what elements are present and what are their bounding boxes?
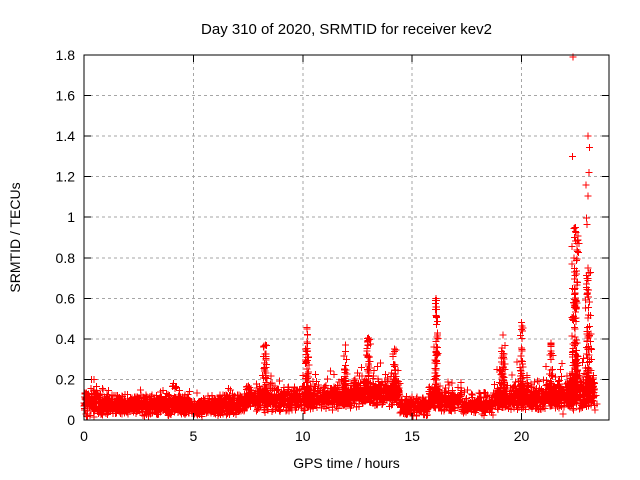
y-tick-label: 1.6	[56, 88, 76, 104]
y-tick-label: 0.4	[56, 331, 76, 347]
x-tick-label: 10	[295, 428, 311, 444]
chart-title: Day 310 of 2020, SRMTID for receiver kev…	[201, 21, 492, 38]
data-points	[80, 53, 601, 421]
y-tick-label: 1.4	[56, 128, 76, 144]
tick-labels-layer: 0 5 10 15 20 0 0.2 0.4 0.6 0.8 1 1.2 1.4 1.6 1.8	[56, 47, 530, 444]
y-tick-label: 0.6	[56, 290, 76, 306]
y-tick-label: 1	[67, 209, 75, 225]
y-axis-label: SRMTID / TECUs	[7, 182, 23, 292]
x-axis-label: GPS time / hours	[293, 455, 400, 471]
y-tick-label: 0.8	[56, 250, 76, 266]
x-tick-label: 20	[514, 428, 530, 444]
plot-frame	[83, 54, 610, 421]
x-tick-label: 5	[189, 428, 197, 444]
y-tick-label: 0	[67, 412, 75, 428]
y-tick-label: 1.2	[56, 169, 76, 185]
x-tick-label: 0	[80, 428, 88, 444]
scatter-points-layer	[80, 53, 601, 421]
grid-layer	[84, 55, 609, 420]
y-tick-label: 1.8	[56, 47, 76, 63]
y-tick-label: 0.2	[56, 371, 76, 387]
x-tick-label: 15	[404, 428, 420, 444]
